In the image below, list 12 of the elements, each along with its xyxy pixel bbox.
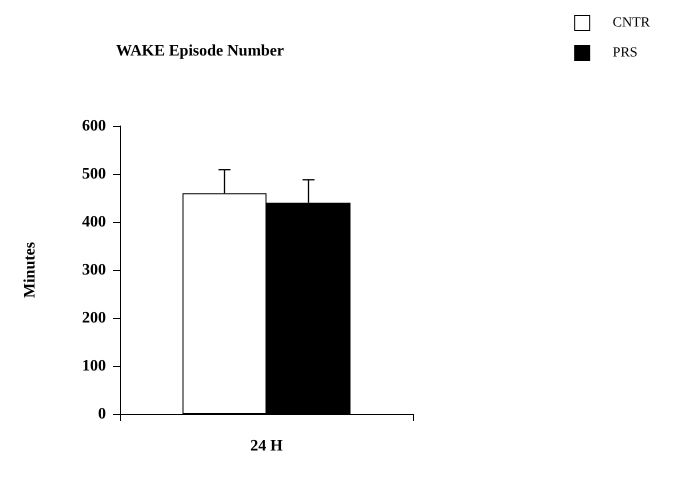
y-tick-label: 600 (82, 118, 106, 134)
y-axis-title: Minutes (22, 242, 38, 298)
y-tick-label: 100 (82, 358, 106, 374)
legend-label: PRS (612, 46, 638, 60)
y-tick-label: 500 (82, 166, 106, 182)
y-tick-label: 200 (82, 310, 106, 326)
chart-title: WAKE Episode Number (116, 42, 284, 60)
legend-label: CNTR (612, 16, 651, 30)
y-tick-label: 400 (82, 214, 106, 230)
x-tick-label: 24 H (250, 438, 284, 454)
y-tick-label: 300 (82, 262, 106, 278)
y-tick-label: 0 (98, 406, 106, 422)
